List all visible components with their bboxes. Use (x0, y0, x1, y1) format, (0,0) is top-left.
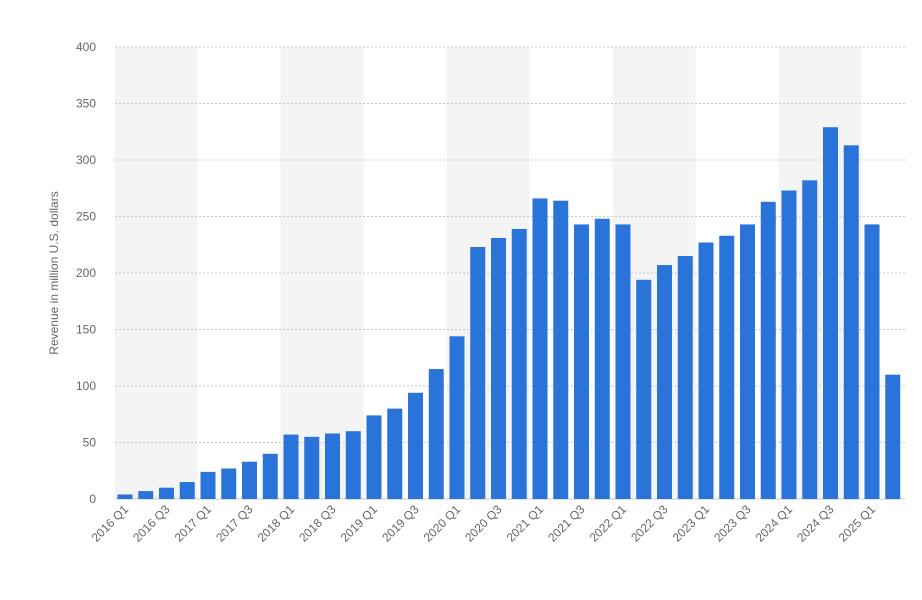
x-tick-label: 2024 Q1 (753, 502, 796, 545)
y-tick-label: 150 (76, 323, 96, 337)
bar-2019-q2[interactable] (387, 408, 403, 499)
x-tick-label: 2021 Q3 (545, 502, 588, 545)
x-tick-label: 2016 Q3 (130, 502, 173, 545)
bar-2023-q3[interactable] (740, 224, 755, 499)
y-tick-label: 100 (76, 379, 96, 393)
bar-2025-q2[interactable] (885, 374, 901, 499)
x-tick-label: 2021 Q1 (504, 502, 547, 545)
x-tick-label: 2024 Q3 (794, 502, 837, 545)
x-tick-label: 2020 Q3 (462, 502, 505, 545)
bar-2022-q4[interactable] (677, 256, 693, 499)
x-tick-label: 2016 Q1 (89, 502, 132, 545)
bar-2024-q3[interactable] (823, 127, 838, 499)
bar-2023-q2[interactable] (719, 235, 735, 499)
bar-2016-q1[interactable] (117, 494, 133, 499)
bar-2023-q1[interactable] (698, 242, 714, 500)
bar-2018-q4[interactable] (345, 431, 361, 499)
x-tick-label: 2023 Q3 (711, 502, 754, 545)
bar-2018-q3[interactable] (325, 433, 340, 499)
bar-2021-q3[interactable] (574, 224, 589, 499)
x-tick-label: 2017 Q3 (213, 502, 256, 545)
bar-2022-q3[interactable] (657, 265, 672, 499)
y-tick-label: 50 (83, 436, 97, 450)
bar-2019-q1[interactable] (366, 415, 382, 499)
x-tick-label: 2022 Q1 (587, 502, 630, 545)
bar-2020-q4[interactable] (511, 228, 527, 499)
bar-2016-q3[interactable] (159, 487, 174, 499)
x-tick-label: 2017 Q1 (172, 502, 215, 545)
bar-2022-q2[interactable] (636, 279, 652, 499)
bar-2017-q4[interactable] (262, 453, 278, 499)
bar-2023-q4[interactable] (760, 201, 776, 499)
bar-2019-q3[interactable] (408, 392, 423, 499)
bar-2020-q3[interactable] (491, 237, 506, 499)
bar-2016-q2[interactable] (138, 491, 154, 499)
x-tick-label: 2025 Q1 (836, 502, 879, 545)
bar-2020-q2[interactable] (470, 247, 486, 499)
x-tick-label: 2022 Q3 (628, 502, 671, 545)
y-tick-label: 300 (76, 153, 96, 167)
y-axis-ticks: 0 50 100 150 200 250 300 350 400 (76, 40, 96, 506)
x-axis-ticks: 2016 Q1 2016 Q3 2017 Q1 2017 Q3 2018 Q1 2018 … (89, 502, 879, 545)
x-tick-label: 2019 Q3 (379, 502, 422, 545)
bars (117, 127, 901, 500)
bar-2022-q1[interactable] (615, 224, 631, 499)
y-tick-label: 0 (89, 492, 96, 506)
bar-2021-q4[interactable] (594, 218, 610, 499)
bar-2020-q1[interactable] (449, 336, 465, 499)
bar-2021-q2[interactable] (553, 200, 569, 499)
x-tick-label: 2018 Q3 (296, 502, 339, 545)
bar-2019-q4[interactable] (428, 369, 444, 499)
x-tick-label: 2023 Q1 (670, 502, 713, 545)
bar-2024-q2[interactable] (802, 180, 818, 499)
y-tick-label: 400 (76, 40, 96, 54)
bar-2017-q2[interactable] (221, 468, 237, 499)
y-axis-label: Revenue in million U.S. dollars (47, 191, 61, 354)
year-band (280, 47, 364, 499)
bar-2024-q4[interactable] (843, 145, 859, 499)
x-tick-label: 2018 Q1 (255, 502, 298, 545)
bar-2016-q4[interactable] (179, 482, 195, 499)
x-tick-label: 2020 Q1 (421, 502, 464, 545)
y-tick-label: 350 (76, 97, 96, 111)
bar-2017-q1[interactable] (200, 471, 216, 499)
bar-2024-q1[interactable] (781, 190, 797, 499)
bar-2017-q3[interactable] (242, 461, 257, 499)
y-tick-label: 200 (76, 266, 96, 280)
bar-2021-q1[interactable] (532, 198, 548, 500)
bar-2025-q1[interactable] (864, 224, 880, 499)
bar-2018-q2[interactable] (304, 436, 320, 499)
x-tick-label: 2019 Q1 (338, 502, 381, 545)
bar-2018-q1[interactable] (283, 434, 299, 499)
y-tick-label: 250 (76, 210, 96, 224)
